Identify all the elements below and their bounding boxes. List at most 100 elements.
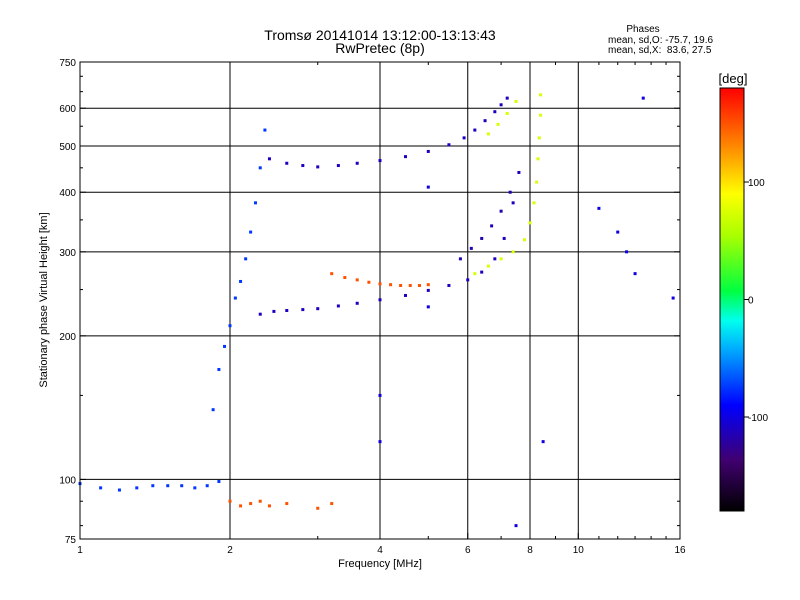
y-tick-label: 400	[59, 188, 76, 199]
data-point	[99, 486, 103, 490]
colorbar-tick-label: 0	[748, 296, 754, 307]
y-tick-label: 600	[59, 104, 76, 115]
data-point	[399, 283, 403, 287]
data-point	[239, 504, 243, 508]
data-point	[316, 165, 320, 169]
data-point	[426, 305, 430, 309]
data-point	[244, 257, 248, 261]
data-point	[426, 149, 430, 153]
data-point	[447, 143, 451, 147]
y-tick-label: 300	[59, 248, 76, 259]
data-point	[490, 224, 494, 228]
data-point	[217, 479, 221, 483]
data-point	[511, 201, 515, 205]
data-point	[532, 201, 536, 205]
data-point	[285, 308, 289, 312]
data-point	[462, 136, 466, 140]
data-point	[473, 128, 477, 132]
data-point	[378, 440, 382, 444]
y-tick-label: 500	[59, 142, 76, 153]
data-point	[417, 283, 421, 287]
data-point	[483, 119, 487, 123]
x-tick-label: 10	[573, 545, 585, 556]
chart-subtitle: RwPretec (8p)	[335, 40, 424, 56]
data-point	[180, 484, 184, 488]
data-point	[389, 283, 393, 287]
data-point	[217, 367, 221, 371]
x-axis-ticks: 1 2 4 6 8 10 16	[77, 62, 686, 556]
data-point	[166, 484, 170, 488]
phases-o-line: mean, sd,O: -75.7, 19.6	[608, 35, 713, 46]
y-tick-label: 200	[59, 332, 76, 343]
data-point	[249, 502, 253, 506]
data-point	[403, 293, 407, 297]
data-point	[316, 506, 320, 510]
data-point	[258, 312, 262, 316]
x-tick-label: 1	[77, 545, 83, 556]
data-point	[537, 136, 541, 140]
data-point	[263, 128, 267, 132]
data-point	[625, 250, 629, 254]
colorbar	[719, 87, 745, 512]
data-point	[378, 282, 382, 286]
data-point	[272, 309, 276, 313]
x-tick-label: 6	[465, 545, 471, 556]
data-point	[505, 111, 509, 115]
data-point	[267, 504, 271, 508]
data-point	[517, 170, 521, 174]
x-tick-label: 8	[527, 545, 533, 556]
y-axis-ticks: 75 100 200 300 400 500 600 750	[59, 58, 680, 546]
data-point	[671, 296, 675, 300]
data-point	[597, 206, 601, 210]
data-point	[355, 301, 359, 305]
data-point	[408, 283, 412, 287]
x-tick-label: 16	[674, 545, 686, 556]
data-point	[486, 264, 490, 268]
data-point	[233, 296, 237, 300]
data-point	[239, 279, 243, 283]
data-point	[508, 190, 512, 194]
data-point	[466, 278, 470, 282]
colorbar-tick-label: 100	[748, 178, 765, 189]
colorbar-label: [deg]	[719, 71, 748, 86]
data-point	[447, 283, 451, 287]
chart-title: Tromsø 20141014 13:12:00-13:13:43	[264, 27, 496, 43]
data-point	[378, 298, 382, 302]
data-point	[228, 499, 232, 503]
data-point	[330, 502, 334, 506]
phases-x-line: mean, sd,X: 83.6, 27.5	[608, 45, 712, 56]
data-point	[135, 486, 139, 490]
data-point	[458, 257, 462, 261]
data-point	[480, 270, 484, 274]
data-point	[499, 209, 503, 213]
data-point	[528, 221, 532, 225]
data-point	[378, 159, 382, 163]
data-point	[301, 308, 305, 312]
colorbar-ticks: 100 0 -100	[744, 178, 768, 424]
data-point	[426, 288, 430, 292]
data-point	[403, 155, 407, 159]
data-point	[539, 93, 543, 97]
data-point	[493, 257, 497, 261]
data-point	[496, 122, 500, 126]
data-point	[211, 408, 215, 412]
x-tick-label: 4	[377, 545, 383, 556]
data-point	[249, 230, 253, 234]
data-point	[367, 280, 371, 284]
y-tick-label: 75	[65, 535, 77, 546]
data-point	[499, 103, 503, 107]
data-point	[151, 484, 155, 488]
data-point	[480, 236, 484, 240]
data-point	[205, 484, 209, 488]
data-point	[330, 272, 334, 276]
colorbar-tick-label: -100	[748, 413, 768, 424]
data-point	[285, 502, 289, 506]
data-point	[499, 257, 503, 261]
x-axis-label: Frequency [MHz]	[338, 558, 422, 570]
y-axis-label: Stationary phase Virtual Height [km]	[38, 212, 50, 387]
y-tick-label: 750	[59, 58, 76, 69]
data-point	[469, 246, 473, 250]
data-point	[541, 440, 545, 444]
data-point	[514, 524, 518, 528]
data-point	[633, 272, 637, 276]
